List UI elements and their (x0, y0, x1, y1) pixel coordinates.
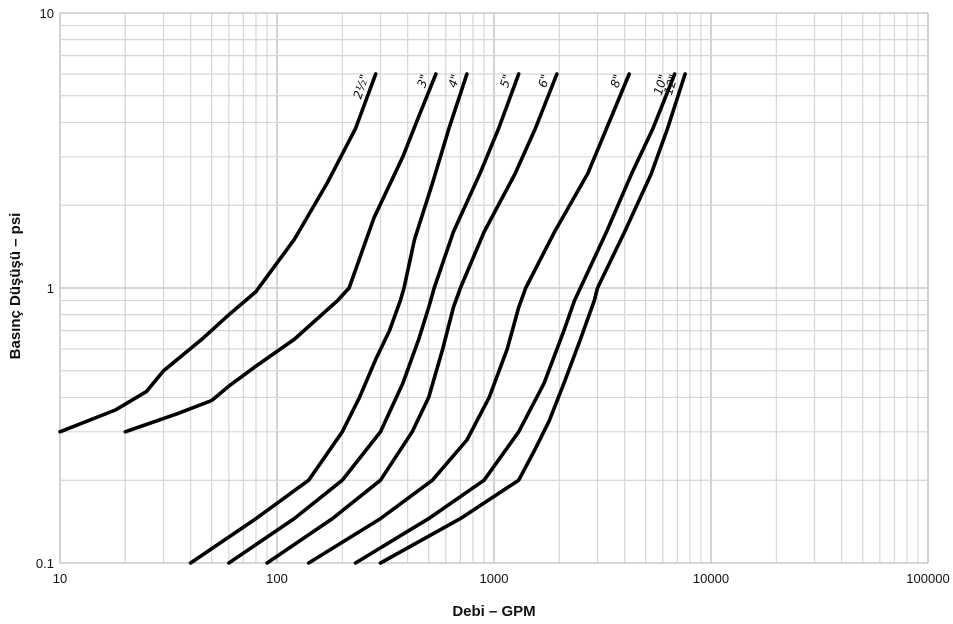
series-line (123, 72, 438, 434)
series-line (265, 72, 559, 565)
series-label: 4" (445, 73, 462, 90)
series-line (188, 72, 469, 565)
series-label: 10" (651, 73, 671, 97)
series-label: 5" (497, 73, 514, 90)
series-line (58, 72, 378, 434)
series-label: 6" (535, 73, 552, 90)
x-tick-label: 1000 (480, 571, 509, 586)
y-tick-label: 10 (40, 6, 54, 21)
x-tick-label: 100 (266, 571, 288, 586)
series-lines (58, 72, 687, 565)
y-axis-label: Basınç Düşüşü – psi (7, 213, 24, 360)
x-tick-label: 100000 (906, 571, 949, 586)
series-line (227, 72, 521, 565)
x-tick-label: 10 (53, 571, 67, 586)
series-label: 3" (414, 73, 431, 90)
grid (59, 12, 929, 564)
series-line (306, 72, 631, 565)
x-axis-label: Debi – GPM (452, 603, 535, 620)
series-line (353, 72, 677, 565)
series-label: 8" (608, 73, 625, 90)
tick-labels: 10 100 1000 10000 100000 0.1 1 10 (36, 6, 950, 586)
series-label: 12" (661, 73, 681, 97)
series-labels: 2½" 3" 4" 5" 6" 8" 10"12" (351, 73, 681, 101)
y-tick-label: 0.1 (36, 556, 54, 571)
x-tick-label: 10000 (693, 571, 729, 586)
series-line (378, 72, 687, 565)
y-tick-label: 1 (47, 281, 54, 296)
